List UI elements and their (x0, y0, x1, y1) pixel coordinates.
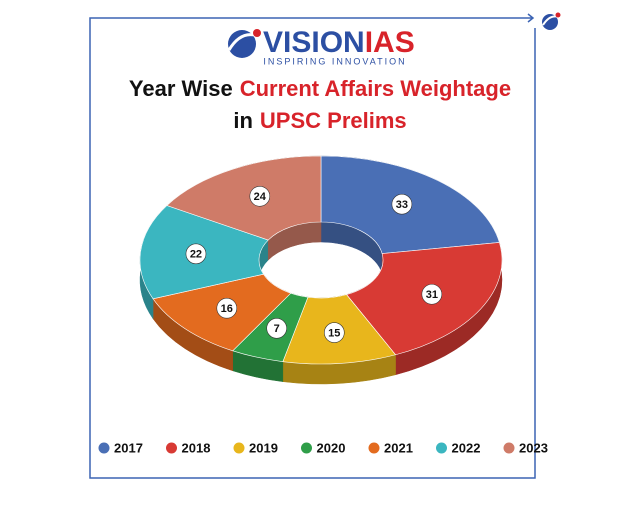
legend-label: 2017 (114, 440, 143, 455)
value-label-bg (249, 185, 271, 207)
value-label-bg (421, 283, 443, 305)
value-label: 24 (254, 191, 267, 203)
legend-label: 2022 (452, 440, 481, 455)
logo-brand: VISIONIAS (263, 26, 415, 59)
donut-slice (166, 155, 322, 241)
legend-swatch (233, 442, 245, 454)
title-part-highlight: Current Affairs Weightage (240, 76, 511, 101)
logo-icon (228, 30, 256, 58)
legend: 2017 2018 2019 2020 2021 2022 2023 (98, 440, 548, 455)
donut: 33 31 15 7 16 22 24 (139, 155, 503, 385)
legend-label: 2021 (384, 440, 413, 455)
value-label: 15 (328, 327, 340, 339)
legend-swatch (301, 442, 312, 454)
title-part-highlight: UPSC Prelims (260, 108, 407, 133)
value-label: 16 (221, 303, 233, 315)
title-part: in (233, 108, 253, 133)
legend-label: 2018 (182, 440, 211, 455)
value-label-bg (323, 322, 345, 343)
value-label: 7 (274, 323, 280, 335)
title-part: Year Wise (129, 76, 233, 101)
value-label-bg (391, 193, 413, 215)
value-label-bg (185, 243, 207, 265)
legend-swatch (503, 442, 515, 454)
logo-brand-2: IAS (365, 26, 415, 59)
title-line-2: in UPSC Prelims (233, 108, 406, 133)
value-label: 22 (190, 249, 202, 261)
value-label-bg (216, 297, 238, 319)
frame-arrow (520, 13, 535, 23)
value-label: 33 (396, 199, 408, 211)
logo-tagline: INSPIRING INNOVATION (263, 56, 406, 66)
legend-swatch (436, 442, 447, 454)
logo-brand-1: VISION (263, 26, 365, 59)
value-label-bg (266, 317, 287, 339)
legend-swatch (368, 442, 380, 454)
title-line-1: Year Wise Current Affairs Weightage (129, 76, 511, 101)
legend-label: 2019 (249, 440, 278, 455)
legend-swatch (166, 442, 177, 454)
legend-swatch (98, 442, 110, 454)
logo: VISIONIAS INSPIRING INNOVATION (227, 26, 415, 66)
value-label: 31 (426, 289, 438, 301)
legend-label: 2020 (317, 440, 346, 455)
frame (89, 17, 536, 479)
legend-label: 2023 (519, 440, 548, 455)
corner-logo (542, 12, 561, 30)
